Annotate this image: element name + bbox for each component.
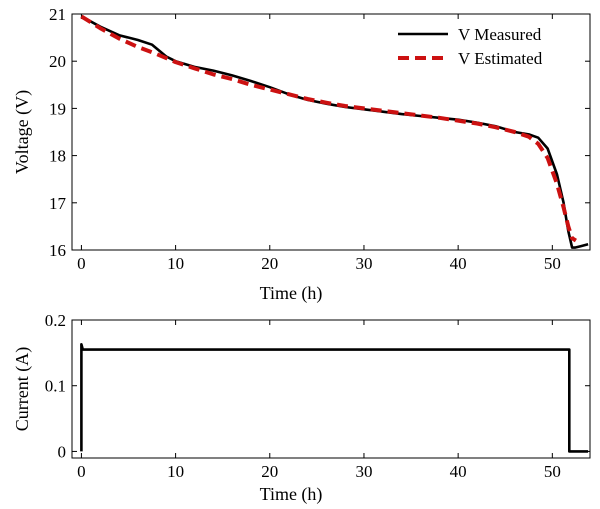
y-tick-label: 0 — [58, 442, 67, 461]
current-chart: 0 10 20 30 40 50 0 0.1 0.2 Time (h) Current (A) — [12, 311, 591, 505]
plot-frame — [71, 319, 591, 459]
plot-frame — [71, 13, 591, 251]
y-tick-label: 0.1 — [45, 377, 66, 396]
x-tick-label: 10 — [167, 462, 184, 481]
legend-label: V Estimated — [458, 49, 543, 68]
x-tick-label: 10 — [167, 254, 184, 273]
y-axis-title: Voltage (V) — [12, 90, 33, 174]
x-axis-title: Time (h) — [260, 283, 323, 304]
x-tick-label: 30 — [355, 462, 372, 481]
x-axis-title: Time (h) — [260, 484, 323, 505]
voltage-chart: 0 10 20 30 40 50 16 17 18 19 20 21 Time (h) Voltage (… — [12, 5, 591, 304]
y-tick-label: 21 — [49, 5, 66, 24]
y-tick-label: 0.2 — [45, 311, 66, 330]
x-tick-label: 0 — [77, 462, 86, 481]
legend: V Measured V Estimated — [398, 25, 543, 68]
x-tick-label: 0 — [77, 254, 86, 273]
y-tick-label: 16 — [49, 241, 66, 260]
y-tick-label: 19 — [49, 99, 66, 118]
y-axis-title: Current (A) — [12, 347, 33, 431]
x-tick-label: 40 — [450, 254, 467, 273]
series-line-v-estimated — [80, 14, 577, 243]
legend-label: V Measured — [458, 25, 542, 44]
x-tick-label: 40 — [450, 462, 467, 481]
x-tick-label: 30 — [355, 254, 372, 273]
x-tick-label: 50 — [544, 462, 561, 481]
series-line-v-measured — [80, 15, 589, 249]
y-tick-label: 18 — [49, 147, 66, 166]
y-tick-label: 20 — [49, 52, 66, 71]
x-tick-label: 50 — [544, 254, 561, 273]
series-line-current — [80, 342, 589, 453]
x-tick-label: 20 — [261, 254, 278, 273]
x-tick-label: 20 — [261, 462, 278, 481]
y-tick-label: 17 — [49, 194, 67, 213]
